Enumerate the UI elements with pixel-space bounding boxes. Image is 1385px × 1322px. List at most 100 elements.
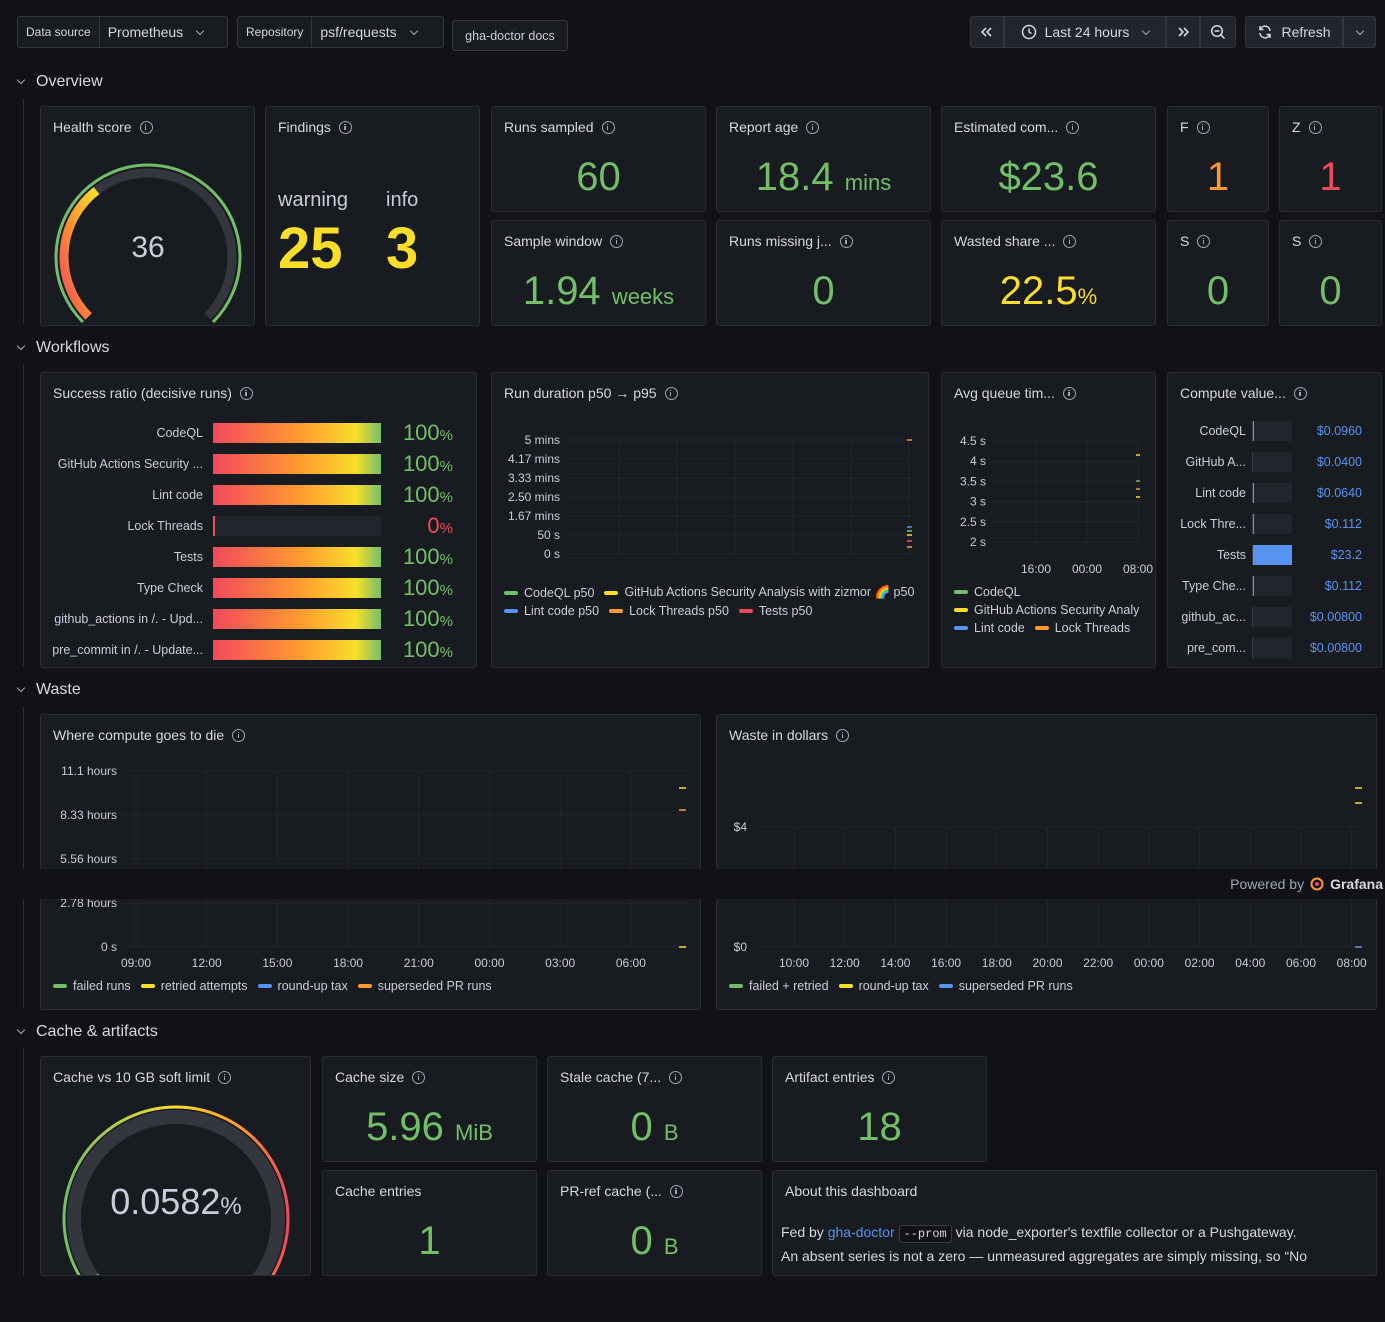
chevrons-left-icon: [980, 27, 992, 37]
row-waste[interactable]: Waste: [16, 681, 81, 699]
info-icon[interactable]: [806, 120, 820, 134]
info-icon[interactable]: [412, 1070, 426, 1084]
row-overview[interactable]: Overview: [16, 73, 103, 91]
compute-bar-label: Tests: [1216, 547, 1246, 562]
refresh-interval-dropdown[interactable]: [1343, 16, 1376, 48]
small-stat-panel-3[interactable]: S 0: [1167, 220, 1269, 326]
info-icon[interactable]: [836, 728, 850, 742]
cache-entries-panel[interactable]: Cache entries 1: [322, 1170, 537, 1276]
where-compute-panel[interactable]: Where compute goes to die 11.1 hours 8.33…: [40, 714, 701, 1010]
info-icon[interactable]: [669, 1184, 683, 1198]
info-icon[interactable]: [882, 1070, 896, 1084]
info-icon[interactable]: [1197, 234, 1211, 248]
row-workflows[interactable]: Workflows: [16, 339, 110, 357]
info-icon[interactable]: [1062, 386, 1076, 400]
svg-text:0.0582%: 0.0582%: [110, 1181, 241, 1222]
success-bar-unit: %: [439, 612, 453, 630]
refresh-button[interactable]: Refresh: [1245, 16, 1343, 48]
artifact-entries-panel[interactable]: Artifact entries 18: [772, 1056, 987, 1162]
legend-item[interactable]: failed runs: [53, 979, 131, 993]
compute-value-panel[interactable]: Compute value... CodeQL $0.0960 GitHub A..…: [1167, 372, 1382, 668]
panel-title: Sample window: [504, 233, 603, 249]
x-tick-label: 16:00: [931, 956, 961, 970]
row-cache[interactable]: Cache & artifacts: [16, 1023, 158, 1041]
legend-item[interactable]: GitHub Actions Security Analysis with zi…: [604, 585, 914, 600]
stale-cache-panel[interactable]: Stale cache (7... 0 B: [547, 1056, 762, 1162]
panel-title: Cache size: [335, 1069, 405, 1085]
sample-window-panel[interactable]: Sample window 1.94 weeks: [491, 220, 706, 326]
info-icon[interactable]: [664, 386, 678, 400]
time-back-button[interactable]: [970, 16, 1004, 48]
info-icon[interactable]: [218, 1070, 232, 1084]
info-icon[interactable]: [239, 386, 253, 400]
cache-size-panel[interactable]: Cache size 5.96 MiB: [322, 1056, 537, 1162]
zoom-out-button[interactable]: [1200, 16, 1236, 48]
docs-link[interactable]: gha-doctor docs: [452, 20, 568, 51]
info-icon[interactable]: [232, 728, 246, 742]
legend-item[interactable]: round-up tax: [838, 979, 929, 993]
small-stat-panel-4[interactable]: S 0: [1279, 220, 1382, 326]
small-stat-panel-1[interactable]: F 1: [1167, 106, 1269, 212]
legend-item[interactable]: superseded PR runs: [938, 979, 1073, 993]
panel-title: About this dashboard: [785, 1183, 918, 1199]
info-icon[interactable]: [1066, 120, 1080, 134]
legend-item[interactable]: round-up tax: [257, 979, 348, 993]
chevron-down-icon: [16, 1025, 26, 1035]
info-icon[interactable]: [601, 120, 615, 134]
waste-dollars-panel[interactable]: Waste in dollars $4 $0 10:00 12:00 14:00 16:0…: [716, 714, 1377, 1010]
time-forward-button[interactable]: [1166, 16, 1200, 48]
legend-item[interactable]: Lint code: [954, 621, 1025, 635]
success-ratio-panel[interactable]: Success ratio (decisive runs) CodeQL 100%…: [40, 372, 477, 668]
runs-sampled-panel[interactable]: Runs sampled 60: [491, 106, 706, 212]
cache-gauge-unit: %: [220, 1193, 241, 1220]
legend-item[interactable]: superseded PR runs: [357, 979, 492, 993]
estimated-compute-panel[interactable]: Estimated com... $23.6: [941, 106, 1156, 212]
gha-doctor-link[interactable]: gha-doctor: [827, 1224, 895, 1240]
success-bar-track: [213, 484, 381, 505]
x-tick-label: 04:00: [1235, 956, 1265, 970]
info-icon[interactable]: [610, 234, 624, 248]
y-tick-label: 5.56 hours: [60, 852, 117, 866]
info-icon[interactable]: [1196, 120, 1210, 134]
small-stat-panel-2[interactable]: Z 1: [1279, 106, 1382, 212]
legend-item[interactable]: Lint code p50: [504, 604, 599, 618]
avg-queue-panel[interactable]: Avg queue tim... 4.5 s 4 s 3.5 s 3 s 2.5 s 2 …: [941, 372, 1156, 668]
info-icon[interactable]: [1063, 234, 1077, 248]
success-bar-value: 100: [402, 574, 440, 600]
findings-panel[interactable]: Findings warning 25 info 3: [265, 106, 480, 326]
info-icon[interactable]: [1309, 234, 1323, 248]
x-tick-label: 15:00: [262, 956, 292, 970]
wasted-share-panel[interactable]: Wasted share ... 22.5%: [941, 220, 1156, 326]
health-score-panel[interactable]: Health score 36: [40, 106, 255, 326]
legend-item[interactable]: Lock Threads p50: [609, 604, 729, 618]
row-workflows-title: Workflows: [36, 339, 110, 356]
success-bar-label: GitHub Actions Security ...: [57, 456, 203, 471]
run-duration-panel[interactable]: Run duration p50 → p95 5 mins 4.17 mins 3.…: [491, 372, 929, 668]
compute-bar-value: $0.0400: [1316, 454, 1362, 469]
compute-bar-row: CodeQL $0.0960: [1168, 415, 1381, 446]
info-icon[interactable]: [669, 1070, 683, 1084]
info-icon[interactable]: [1293, 386, 1307, 400]
legend-item[interactable]: CodeQL: [954, 585, 1021, 599]
legend-item[interactable]: retried attempts: [140, 979, 248, 993]
repository-picker[interactable]: Repository psf/requests: [237, 16, 444, 48]
runs-missing-panel[interactable]: Runs missing j... 0: [716, 220, 931, 326]
cache-limit-panel[interactable]: Cache vs 10 GB soft limit 0.0582%: [40, 1056, 311, 1276]
info-icon[interactable]: [839, 234, 853, 248]
legend-swatch: [729, 984, 743, 988]
compute-bar-value: $0.0640: [1316, 485, 1362, 500]
pr-ref-cache-panel[interactable]: PR-ref cache (... 0 B: [547, 1170, 762, 1276]
info-icon[interactable]: [139, 120, 153, 134]
time-range-picker[interactable]: Last 24 hours: [1004, 16, 1166, 48]
legend-item[interactable]: Tests p50: [738, 604, 812, 618]
datasource-picker[interactable]: Data source Prometheus: [17, 16, 228, 48]
legend-item[interactable]: failed + retried: [729, 979, 829, 993]
report-age-panel[interactable]: Report age 18.4 mins: [716, 106, 931, 212]
info-icon[interactable]: [1308, 120, 1322, 134]
about-panel[interactable]: About this dashboard Fed by gha-doctor -…: [772, 1170, 1377, 1276]
panel-title: Compute value...: [1180, 385, 1286, 401]
info-icon[interactable]: [338, 120, 352, 134]
legend-item[interactable]: Lock Threads: [1034, 621, 1130, 635]
legend-item[interactable]: CodeQL p50: [504, 585, 594, 600]
legend-item[interactable]: GitHub Actions Security Analy: [954, 603, 1139, 617]
